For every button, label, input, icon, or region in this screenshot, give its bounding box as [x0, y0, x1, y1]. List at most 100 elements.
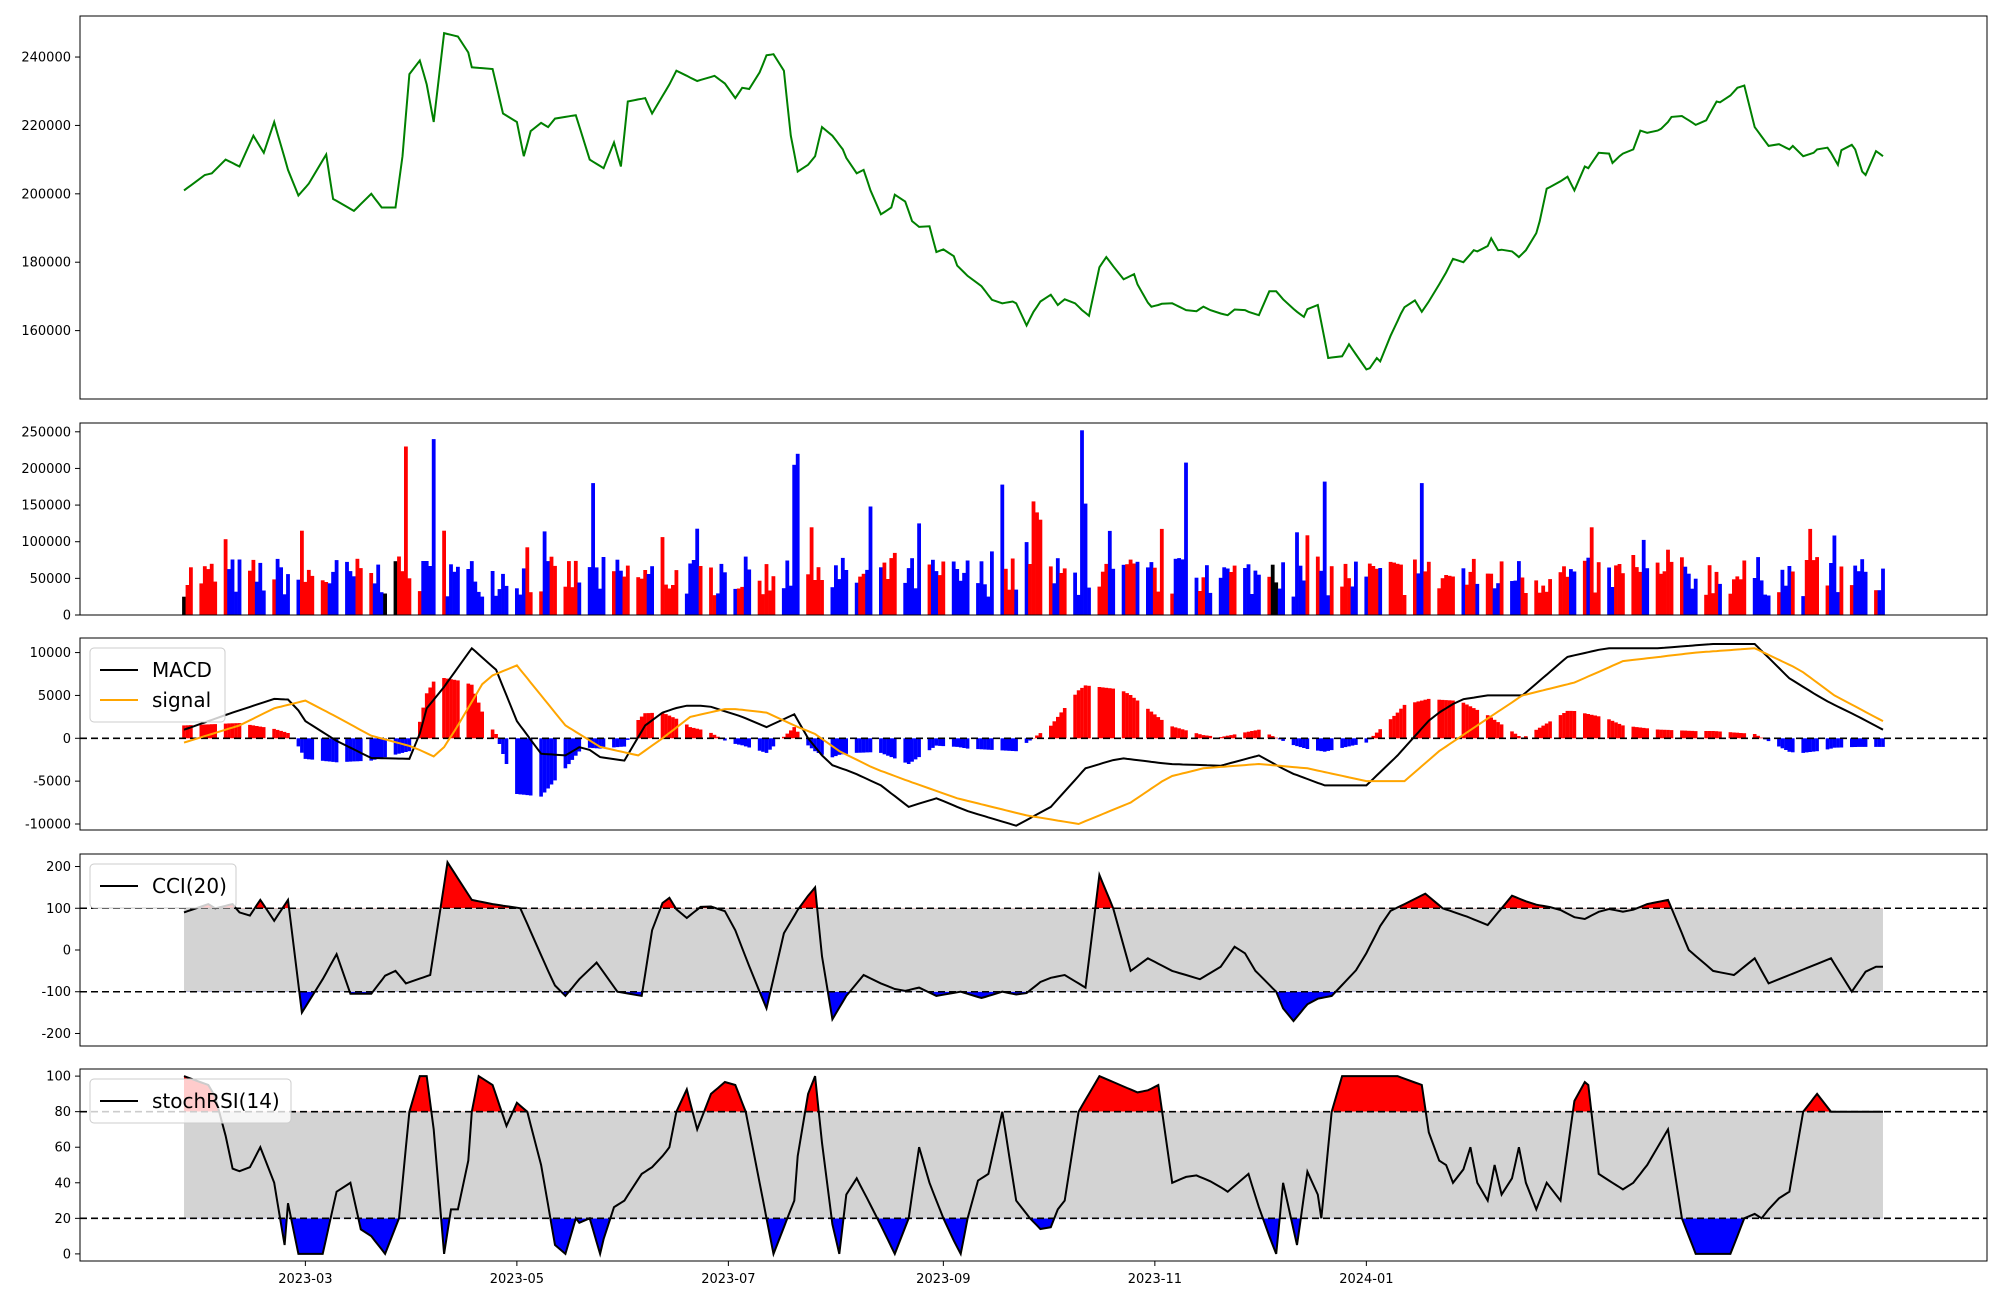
macd-histogram-bar	[199, 724, 204, 739]
cci-overlay: -200 -100 0 100 200 CCI(20)	[41, 853, 1988, 1047]
macd-histogram-bar	[428, 687, 432, 739]
macd-histogram-bar	[1683, 730, 1688, 739]
volume-bar	[1298, 565, 1303, 615]
macd-histogram-bar	[279, 730, 283, 739]
volume-bar	[1638, 571, 1643, 615]
volume-bar	[1589, 527, 1594, 615]
volume-bar	[1544, 591, 1549, 615]
x-tick-label: 2023-07	[701, 1272, 755, 1287]
macd-histogram-bar	[1777, 738, 1781, 747]
macd-histogram-bar	[1662, 729, 1667, 739]
volume-bar	[480, 596, 485, 615]
macd-histogram-bar	[1423, 699, 1428, 739]
volume-bar	[723, 572, 727, 615]
macd-histogram-bar	[747, 738, 751, 748]
macd-histogram-bar	[307, 738, 311, 760]
volume-bar	[844, 570, 849, 615]
macd-histogram-bar	[1426, 698, 1431, 739]
volume-bar	[1198, 591, 1202, 615]
volume-bar	[282, 594, 287, 615]
macd-histogram-bar	[1534, 729, 1538, 739]
volume-bar	[379, 592, 384, 615]
volume-bar	[1849, 585, 1854, 615]
volume-bar	[674, 570, 679, 615]
macd-histogram-bar	[1194, 733, 1199, 739]
volume-bar	[1135, 561, 1140, 615]
macd-histogram-bar	[691, 727, 696, 739]
macd-histogram-bar	[1420, 700, 1424, 739]
volume-bar	[1593, 592, 1598, 615]
volume-bar	[1492, 588, 1497, 615]
volume-bar	[813, 580, 817, 615]
volume-bar	[1232, 565, 1237, 615]
macd-histogram-bar	[501, 738, 505, 754]
macd-histogram-bar	[1322, 738, 1327, 752]
macd-histogram-bar	[1149, 711, 1154, 739]
macd-histogram-bar	[594, 738, 599, 749]
volume-bar	[1780, 569, 1785, 615]
volume-bar	[428, 566, 433, 615]
volume-bar	[834, 565, 838, 615]
macd-histogram-bar	[1787, 738, 1792, 752]
volume-bar	[892, 552, 897, 615]
macd-histogram-bar	[1759, 737, 1764, 739]
macd-histogram-bar	[1354, 738, 1358, 745]
volume-bar	[660, 537, 665, 615]
volume-ytick-label: 250000	[21, 425, 71, 440]
volume-bar	[539, 591, 543, 615]
macd-histogram-bar	[1825, 738, 1830, 750]
volume-bar	[223, 539, 228, 615]
volume-bar	[227, 569, 231, 615]
volume-bar	[913, 588, 918, 615]
volume-bar	[1690, 588, 1695, 615]
macd-histogram-bar	[712, 734, 717, 739]
macd-histogram-bar	[913, 738, 918, 760]
macd-histogram-bar	[1184, 730, 1188, 739]
macd-histogram-bar	[1631, 726, 1636, 739]
volume-bar	[1038, 519, 1043, 615]
macd-histogram-bar	[1766, 738, 1771, 742]
volume-bar	[1083, 503, 1088, 615]
macd-histogram-bar	[282, 731, 287, 739]
macd-histogram-bar	[1472, 708, 1476, 739]
volume-bar	[570, 587, 575, 615]
macd-histogram-bar	[1437, 699, 1441, 739]
volume-bar	[740, 586, 745, 615]
volume-bar	[1704, 594, 1708, 615]
macd-histogram-bar	[1811, 738, 1816, 752]
volume-bar	[254, 581, 259, 615]
volume-bar	[1399, 564, 1403, 615]
volume-bar	[1881, 568, 1885, 615]
volume-bar	[1815, 557, 1819, 615]
macd-histogram-bar	[1569, 710, 1573, 739]
volume-bar	[515, 588, 519, 615]
macd-histogram-bar	[841, 738, 845, 755]
volume-ytick-label: 50000	[30, 572, 71, 587]
macd-histogram-bar	[1752, 734, 1757, 739]
volume-bar	[955, 569, 960, 615]
volume-bar	[1059, 573, 1064, 615]
volume-bar	[1659, 573, 1663, 615]
volume-bar	[1152, 567, 1157, 615]
volume-bar	[1149, 562, 1154, 615]
volume-bar	[376, 564, 381, 615]
volume-bar	[1225, 568, 1230, 615]
macd-histogram-bar	[1586, 714, 1590, 739]
volume-bar	[903, 582, 908, 615]
macd-histogram-bar	[1108, 688, 1112, 739]
macd-histogram-bar	[639, 716, 644, 739]
volume-bar	[1510, 581, 1514, 615]
macd-histogram-bar	[424, 693, 429, 739]
volume-bar	[1413, 559, 1417, 615]
volume-bar	[615, 559, 620, 615]
macd-histogram-bar	[737, 738, 741, 745]
macd-histogram-bar	[1350, 738, 1355, 746]
macd-histogram-bar	[296, 738, 301, 747]
volume-bar	[781, 588, 786, 615]
macd-histogram-bar	[327, 738, 332, 762]
macd-histogram-bar	[1052, 721, 1057, 739]
volume-bar	[383, 593, 387, 615]
macd-frame	[79, 637, 1988, 831]
volume-bar	[1201, 577, 1206, 615]
macd-histogram-bar	[816, 738, 821, 753]
